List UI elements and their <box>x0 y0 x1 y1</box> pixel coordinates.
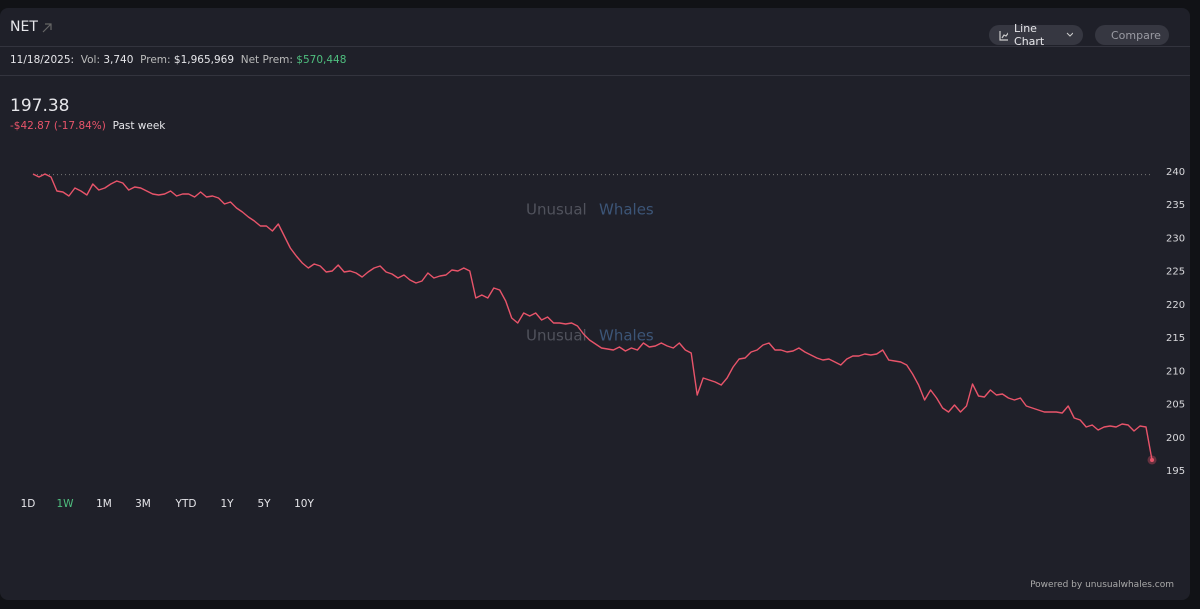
y-tick-label: 240 <box>1166 167 1185 178</box>
range-button[interactable]: 1Y <box>220 498 234 510</box>
footer: Powered by unusualwhales.com <box>1030 580 1174 590</box>
chevron <box>1067 32 1073 37</box>
link-icon[interactable] <box>41 22 53 34</box>
price: 197.38 <box>10 96 70 116</box>
y-tick-label: 215 <box>1166 333 1185 344</box>
y-tick-label: 210 <box>1166 366 1185 377</box>
y-tick-label: 235 <box>1166 200 1185 211</box>
label: Prem: <box>140 54 171 66</box>
button-label: Line Chart <box>1014 22 1045 48</box>
y-tick-label: 200 <box>1166 433 1185 444</box>
watermark: Whales <box>599 201 654 219</box>
range-button[interactable]: 3M <box>135 498 151 510</box>
y-tick-label: 220 <box>1166 300 1185 311</box>
watermark: Unusual <box>526 201 587 219</box>
watermark: Unusual <box>526 327 587 345</box>
value: $1,965,969 <box>173 54 235 66</box>
value: $570,448 <box>296 54 347 66</box>
label: Net Prem: <box>240 54 293 66</box>
stats-row: 11/18/2025: Vol: 3,740 Prem: $1,965,969 … <box>10 54 346 66</box>
period: Past week <box>112 120 166 132</box>
range-button[interactable]: 1M <box>96 498 112 510</box>
symbol[interactable]: NET <box>10 19 38 35</box>
last-point <box>1150 457 1154 462</box>
line-chart-button[interactable]: Line Chart <box>989 22 1083 48</box>
button-label: Compare <box>1111 28 1161 42</box>
value: 3,740 <box>103 54 134 66</box>
range-button[interactable]: YTD <box>175 498 197 510</box>
date: 11/18/2025: <box>10 54 75 66</box>
y-tick-label: 230 <box>1166 233 1185 244</box>
price-line <box>32 173 1153 461</box>
range-button[interactable]: 10Y <box>294 498 314 510</box>
watermark: Whales <box>599 327 654 345</box>
panel: NET Line Chart Compare 11/18/2025: Vol: … <box>0 8 1190 600</box>
change: -$42.87 (-17.84%) <box>10 120 106 132</box>
chart-icon <box>999 30 1009 41</box>
label: Vol: <box>80 54 100 66</box>
y-tick-label: 225 <box>1166 267 1185 278</box>
change-row: -$42.87 (-17.84%) Past week <box>10 120 165 132</box>
compare-button[interactable]: Compare <box>1095 25 1169 45</box>
y-tick-label: 205 <box>1166 400 1185 411</box>
separator <box>0 46 1190 47</box>
range-button[interactable]: 1W <box>56 498 74 510</box>
separator <box>0 75 1190 76</box>
y-tick-label: 195 <box>1166 466 1185 477</box>
range-button[interactable]: 5Y <box>257 498 271 510</box>
range-button[interactable]: 1D <box>20 498 36 510</box>
